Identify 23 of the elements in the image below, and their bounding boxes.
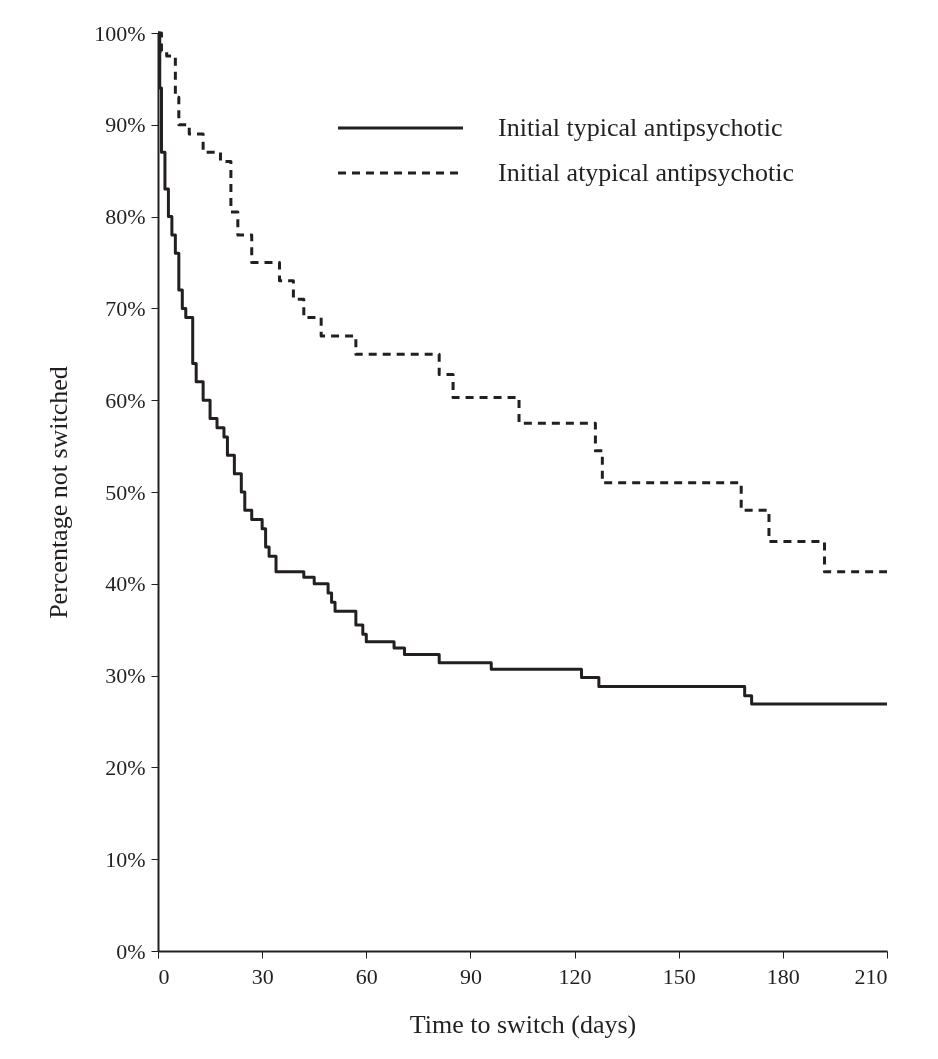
x-tick-label: 150 — [662, 963, 696, 989]
legend-label: Initial typical antipsychotic — [498, 113, 783, 142]
x-tick-label: 210 — [854, 963, 888, 989]
y-tick-label: 20% — [105, 754, 146, 780]
y-tick-label: 50% — [105, 479, 146, 505]
x-tick-label: 90 — [459, 963, 482, 989]
y-tick-label: 60% — [105, 387, 146, 413]
y-tick-label: 10% — [105, 846, 146, 872]
y-tick-label: 30% — [105, 663, 146, 689]
y-tick-label: 100% — [94, 20, 146, 46]
y-tick-label: 90% — [105, 112, 146, 138]
y-tick-label: 0% — [116, 938, 146, 964]
x-tick-label: 60 — [355, 963, 378, 989]
x-tick-label: 0 — [158, 963, 170, 989]
x-tick-label: 30 — [251, 963, 274, 989]
y-tick-label: 80% — [105, 204, 146, 230]
x-axis-title: Time to switch (days) — [409, 1009, 637, 1039]
y-tick-label: 70% — [105, 295, 146, 321]
x-tick-label: 120 — [558, 963, 592, 989]
y-axis-title: Percentage not switched — [44, 366, 74, 619]
y-tick-label: 40% — [105, 571, 146, 597]
legend-label: Initial atypical antipsychotic — [498, 158, 795, 187]
x-tick-label: 180 — [766, 963, 800, 989]
